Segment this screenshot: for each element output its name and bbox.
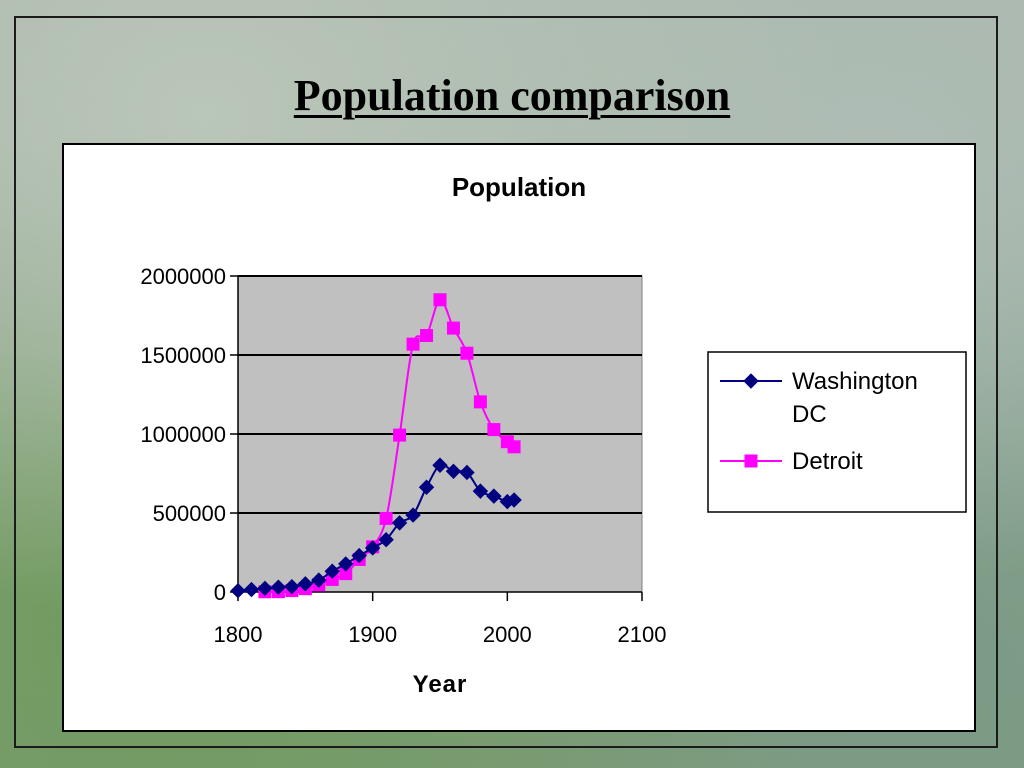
washington-dc-point: [351, 547, 367, 564]
x-tick-label: 1900: [348, 622, 397, 647]
detroit-point: [379, 511, 393, 525]
detroit-point: [420, 328, 434, 342]
washington-dc-point: [257, 580, 273, 597]
washington-dc-point: [472, 483, 489, 499]
washington-dc-point: [506, 492, 522, 508]
detroit-point: [446, 321, 460, 335]
washington-dc-point: [391, 515, 408, 531]
legend-label-washington-dc-line2: DC: [792, 401, 827, 428]
detroit-point: [507, 440, 521, 454]
x-tick-label: 2100: [618, 622, 667, 647]
detroit-point: [393, 428, 407, 442]
chart-title: Population: [452, 172, 586, 202]
washington-dc-point: [364, 540, 381, 556]
slide-frame: [14, 16, 998, 748]
detroit-point: [487, 423, 501, 437]
x-tick-label: 2000: [483, 622, 532, 647]
legend-label-detroit: Detroit: [792, 448, 863, 475]
y-tick-label: 1000000: [140, 422, 226, 447]
y-tick-label: 2000000: [140, 264, 226, 289]
slide-title: Population comparison: [293, 71, 731, 120]
washington-dc-point: [311, 572, 327, 588]
washington-dc-point: [338, 556, 354, 572]
detroit-point: [433, 293, 447, 307]
washington-dc-point: [432, 457, 448, 473]
x-tick-label: 1800: [214, 622, 263, 647]
y-tick-label: 1500000: [140, 343, 226, 368]
washington-dc-point: [405, 507, 421, 523]
washington-dc-point: [486, 488, 502, 504]
legend-marker-detroit: [744, 454, 758, 468]
washington-dc-point: [418, 479, 435, 495]
detroit-point: [406, 337, 420, 351]
y-tick-label: 500000: [153, 501, 226, 526]
legend-marker-washington-dc: [743, 373, 759, 389]
x-axis-title: Year: [413, 671, 468, 698]
population-chart: Population 0 500000 1000000 1500000 2000000 18…: [140, 172, 967, 698]
washington-dc-point: [445, 463, 462, 480]
washington-dc-point: [230, 583, 246, 599]
y-tick-label: 0: [214, 580, 226, 605]
washington-dc-point: [243, 581, 260, 598]
detroit-point: [473, 395, 487, 409]
washington-dc-point: [270, 579, 287, 595]
chart-panel: Population 0 500000 1000000 1500000 2000000 18…: [62, 143, 976, 732]
legend-label-washington-dc: Washington: [792, 368, 918, 395]
washington-dc-point: [284, 578, 300, 595]
washington-dc-point: [297, 576, 314, 592]
washington-dc-point: [324, 563, 340, 579]
washington-dc-point: [378, 531, 394, 548]
detroit-point: [460, 346, 474, 360]
washington-dc-point: [459, 464, 475, 481]
